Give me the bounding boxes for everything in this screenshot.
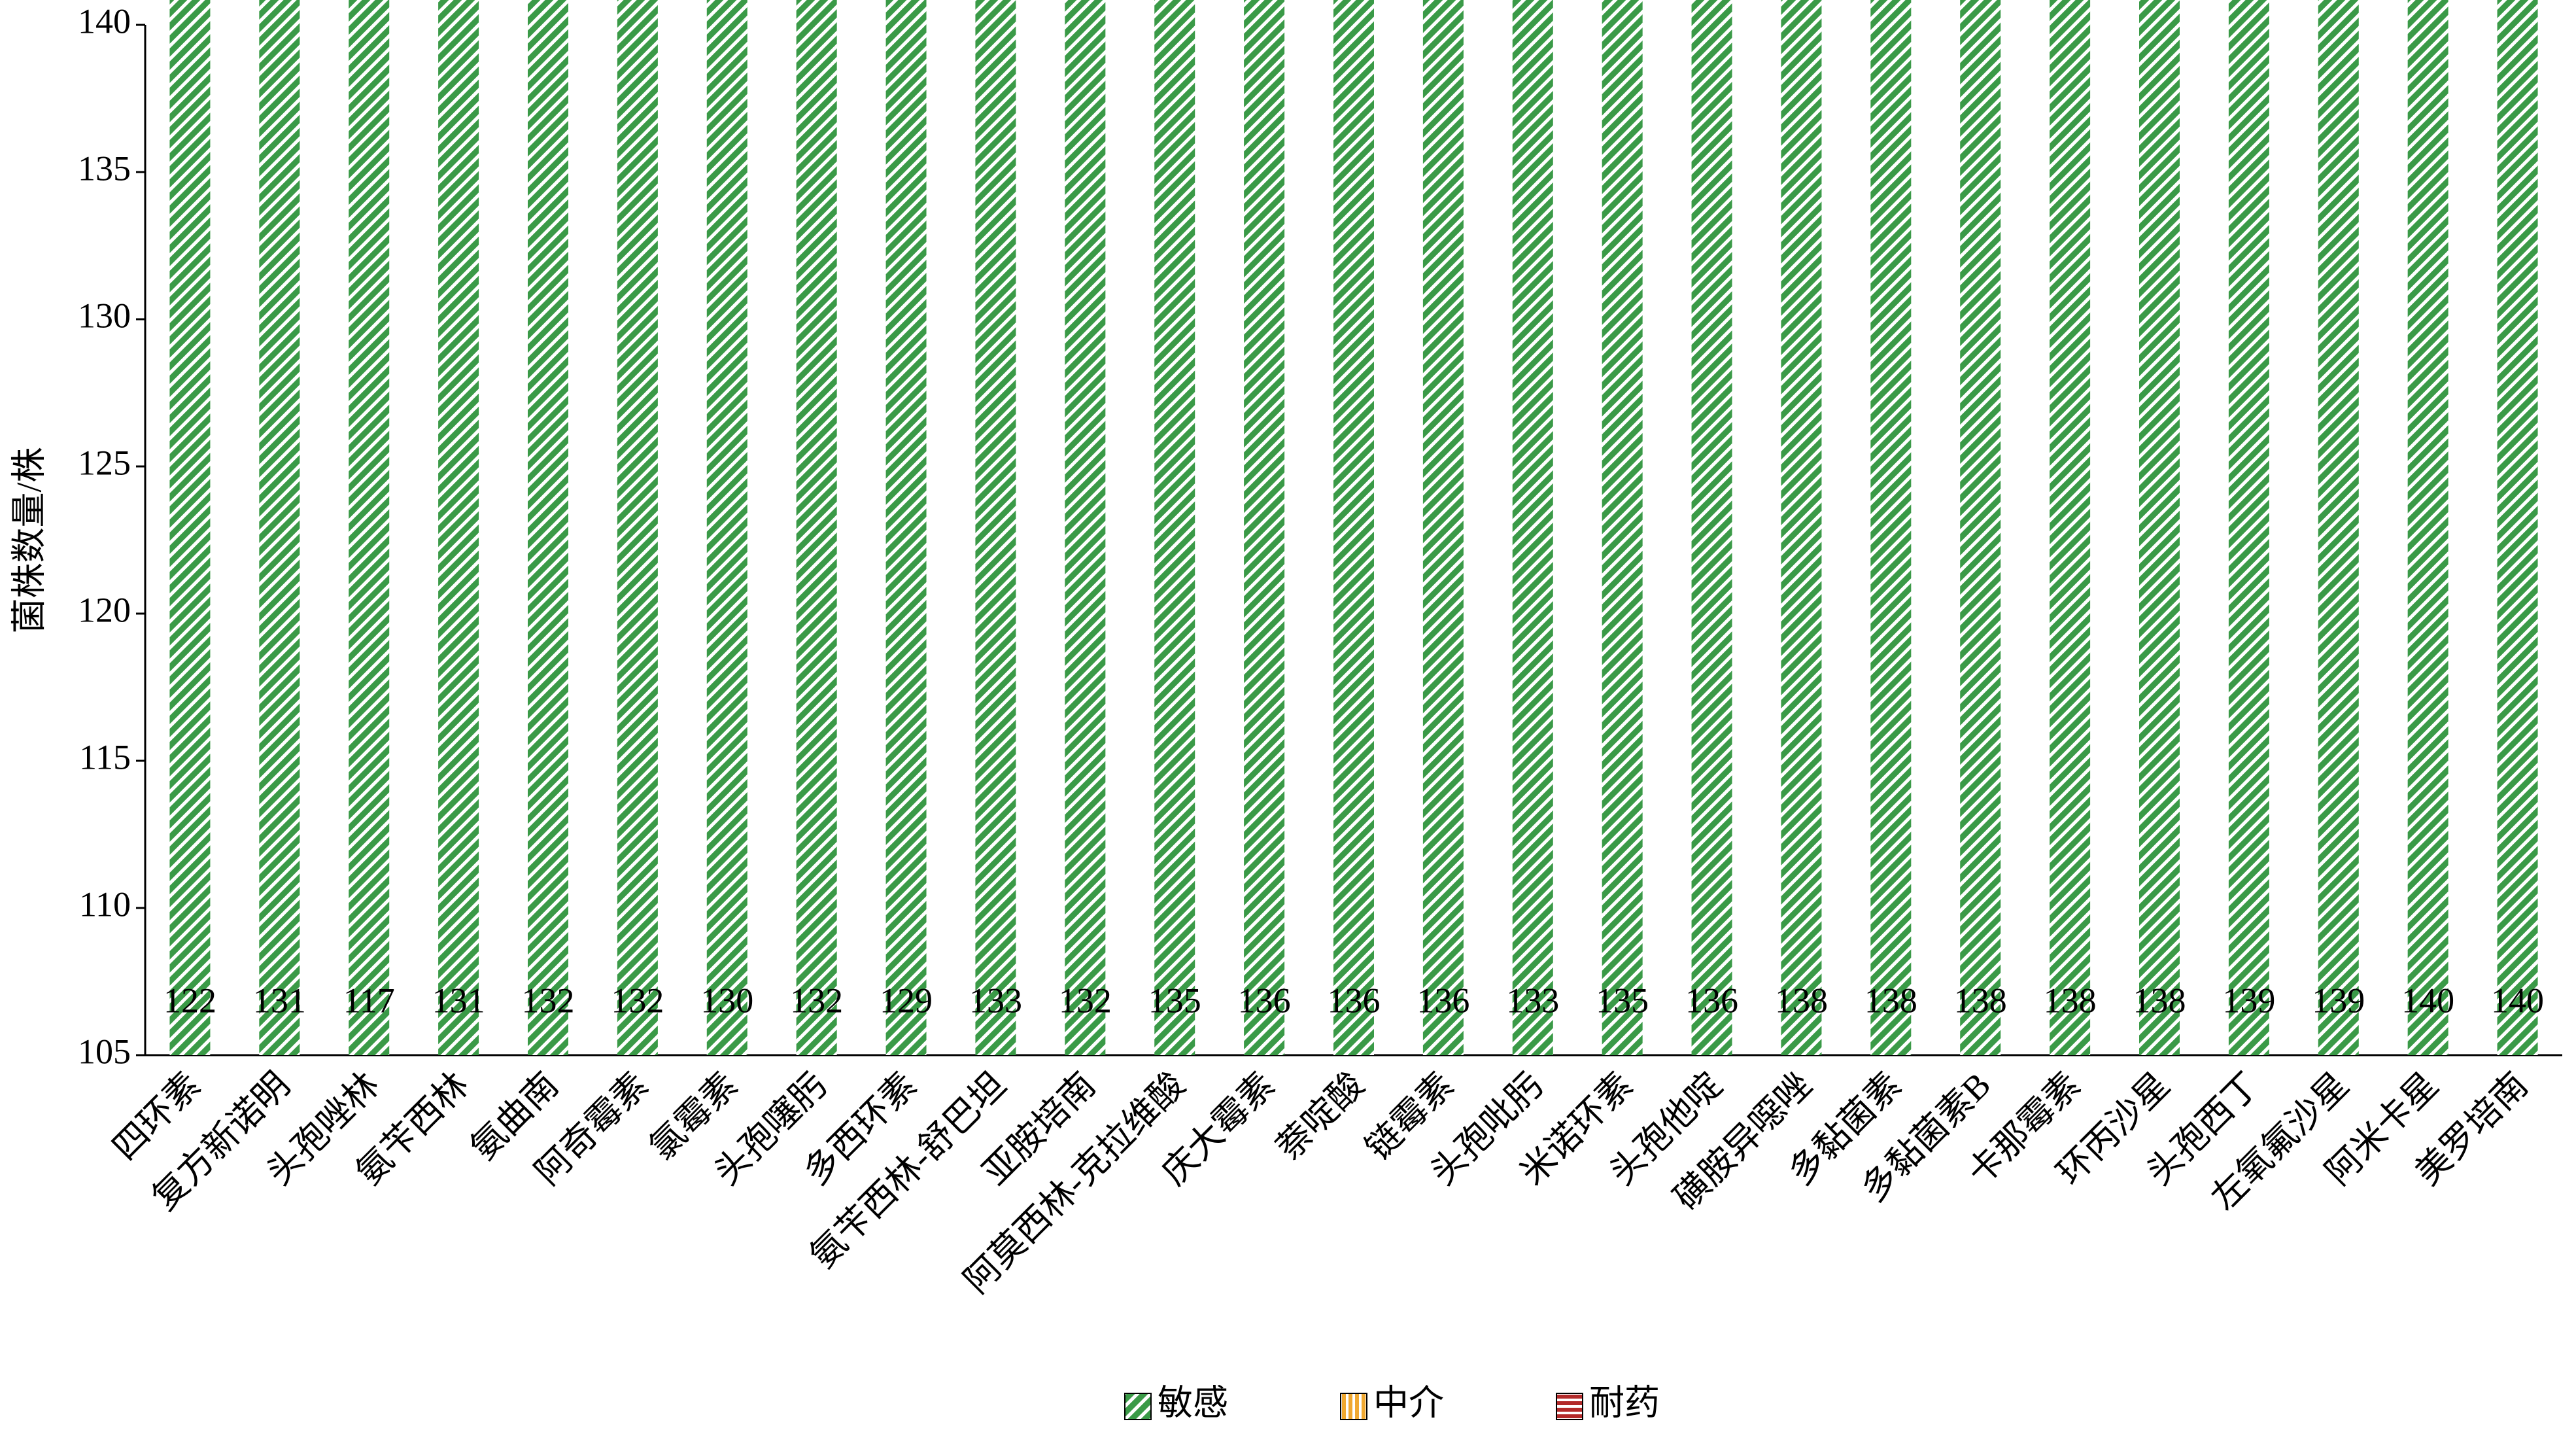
data-label: 139	[2222, 981, 2275, 1020]
legend-swatch	[1556, 1393, 1583, 1420]
data-label: 136	[1417, 981, 1469, 1020]
bar-segment	[2407, 0, 2448, 1055]
legend-swatch	[1124, 1393, 1152, 1420]
data-label: 135	[1148, 981, 1201, 1020]
bar-segment	[528, 0, 568, 1055]
data-label: 136	[1238, 981, 1291, 1020]
bar-segment	[1244, 0, 1285, 1055]
bar-segment	[617, 0, 658, 1055]
y-tick-label: 140	[78, 1, 131, 41]
y-tick-label: 120	[78, 590, 131, 629]
data-label: 133	[1506, 981, 1559, 1020]
bar-segment	[2318, 0, 2359, 1055]
y-tick-label: 125	[78, 443, 131, 482]
data-label: 138	[2044, 981, 2097, 1020]
data-label: 140	[2401, 981, 2454, 1020]
bar-segment	[1422, 0, 1464, 1055]
bar-segment	[169, 0, 211, 1055]
data-label: 122	[163, 981, 216, 1020]
data-label: 139	[2312, 981, 2365, 1020]
bar-segment	[1512, 0, 1553, 1055]
bar-segment	[1154, 0, 1195, 1055]
y-tick-label: 130	[78, 296, 131, 335]
legend-label: 耐药	[1589, 1383, 1660, 1422]
data-label: 131	[253, 981, 306, 1020]
data-label: 132	[1059, 981, 1112, 1020]
bar-segment	[1781, 0, 1822, 1055]
legend-label: 敏感	[1158, 1383, 1228, 1422]
x-tick-label: 萘啶酸	[1269, 1065, 1371, 1168]
data-label: 138	[1864, 981, 1917, 1020]
data-label: 131	[432, 981, 485, 1020]
bar-segment	[2050, 0, 2091, 1055]
legend-label: 中介	[1373, 1383, 1444, 1422]
y-tick-label: 115	[79, 737, 131, 776]
bar-segment	[975, 0, 1016, 1055]
bar-segment	[1065, 0, 1106, 1055]
data-label: 138	[1954, 981, 2007, 1020]
data-label: 129	[880, 981, 933, 1020]
data-label: 138	[1775, 981, 1828, 1020]
data-label: 136	[1328, 981, 1381, 1020]
data-label: 140	[2491, 981, 2544, 1020]
bar-segment	[2139, 0, 2180, 1055]
bar-segment	[1870, 0, 1912, 1055]
data-label: 132	[611, 981, 664, 1020]
data-label: 135	[1596, 981, 1649, 1020]
legend-swatch	[1340, 1393, 1367, 1420]
bar-segment	[1602, 0, 1643, 1055]
data-label: 136	[1685, 981, 1738, 1020]
y-tick-label: 110	[79, 884, 131, 924]
y-axis-label: 菌株数量/株	[9, 447, 48, 633]
bar-segment	[349, 0, 390, 1055]
bar-segment	[438, 0, 479, 1055]
bar-segment	[2228, 0, 2269, 1055]
bar-segment	[2497, 0, 2538, 1055]
data-label: 133	[969, 981, 1022, 1020]
data-label: 132	[522, 981, 575, 1020]
y-tick-label: 135	[78, 148, 131, 188]
bar-segment	[706, 0, 747, 1055]
data-label: 132	[790, 981, 843, 1020]
bar-segment	[1691, 0, 1732, 1055]
data-label: 138	[2133, 981, 2186, 1020]
bar-segment	[796, 0, 837, 1055]
bar-segment	[1333, 0, 1374, 1055]
data-label: 130	[700, 981, 753, 1020]
bar-segment	[885, 0, 927, 1055]
y-tick-label: 105	[78, 1032, 131, 1071]
bar-segment	[259, 0, 300, 1055]
data-label: 117	[343, 981, 395, 1020]
bar-segment	[1960, 0, 2001, 1055]
